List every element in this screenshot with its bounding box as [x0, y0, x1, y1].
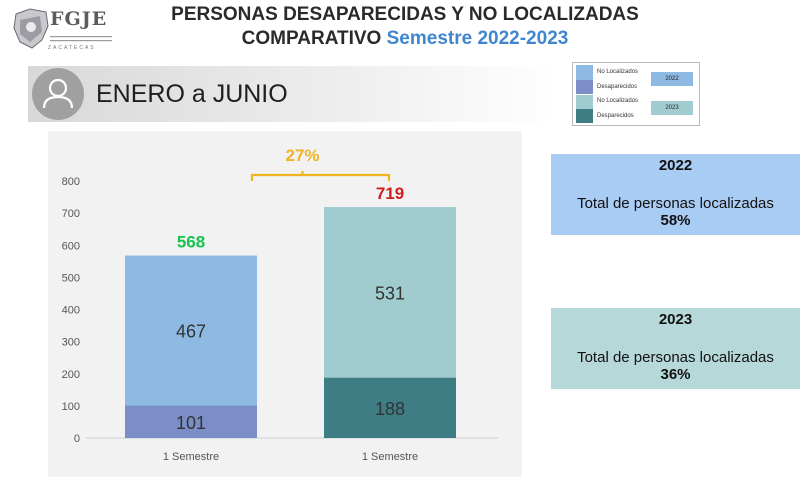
- bar-segment: [324, 207, 456, 378]
- fgje-logo: FGJE ZACATECAS: [8, 4, 116, 56]
- legend-label: Desaparecidos: [597, 84, 638, 90]
- section-banner: [28, 66, 558, 122]
- legend-swatch-2022-no-localizados: [576, 65, 593, 80]
- y-tick-label: 600: [62, 240, 80, 252]
- bar-segment: [125, 405, 257, 438]
- legend-label: Desparecidos: [597, 113, 634, 119]
- y-tick-label: 200: [62, 369, 80, 381]
- y-tick-label: 100: [62, 401, 80, 413]
- summary-card-2023: 2023 Total de personas localizadas 36%: [551, 308, 800, 389]
- bar-segment: [125, 255, 257, 406]
- data-label: 531: [375, 283, 405, 303]
- data-label: 101: [176, 413, 206, 433]
- total-label: 719: [376, 184, 404, 203]
- legend-year-2022: 2022: [651, 72, 693, 86]
- legend-swatch-2023-desparecidos: [576, 109, 593, 123]
- y-tick-label: 300: [62, 337, 80, 349]
- y-tick-label: 700: [62, 208, 80, 220]
- data-label: 188: [375, 399, 405, 419]
- section-label: ENERO a JUNIO: [96, 80, 288, 108]
- category-label: 1 Semestre: [163, 451, 219, 463]
- legend-year-2023: 2023: [651, 101, 693, 115]
- change-label: 27%: [285, 146, 319, 165]
- title-line-2-prefix: COMPARATIVO: [241, 28, 382, 49]
- seal-icon: [13, 8, 49, 49]
- title-line-2-accent: Semestre 2022-2023: [386, 28, 569, 49]
- card-percent: 58%: [660, 212, 691, 229]
- legend-label: No Localizados: [597, 98, 639, 104]
- y-tick-label: 400: [62, 305, 80, 317]
- person-icon: [32, 68, 84, 120]
- title-line-2: COMPARATIVO Semestre 2022-2023: [120, 27, 690, 51]
- card-year: 2022: [658, 157, 693, 174]
- legend-swatch-2023-no-localizados: [576, 95, 593, 109]
- stacked-bar-chart: 0 100 200 300 400 500 600 700 800 101 467 568 1 Seme…: [48, 131, 522, 477]
- logo-text: FGJE: [50, 8, 108, 30]
- legend-label: No Localizados: [597, 69, 639, 75]
- logo-subtitle: ZACATECAS: [48, 45, 96, 51]
- y-tick-label: 500: [62, 272, 80, 284]
- change-bracket: [250, 171, 391, 181]
- card-percent: 36%: [660, 366, 691, 383]
- y-tick-label: 0: [74, 433, 80, 445]
- summary-card-2022: 2022 Total de personas localizadas 58%: [551, 154, 800, 235]
- title-line-1: PERSONAS DESAPARECIDAS Y NO LOCALIZADAS: [171, 4, 639, 25]
- total-label: 568: [177, 233, 205, 252]
- chart-svg: 0 100 200 300 400 500 600 700 800 101 467 568 1 Seme…: [62, 146, 498, 463]
- page-title: PERSONAS DESAPARECIDAS Y NO LOCALIZADAS …: [120, 3, 690, 51]
- card-label: Total de personas localizadas: [577, 349, 774, 366]
- bar-segment: [324, 377, 456, 438]
- legend-swatch-2022-desaparecidos: [576, 80, 593, 94]
- card-year: 2023: [658, 311, 693, 328]
- category-label: 1 Semestre: [362, 451, 418, 463]
- logo-lines: [50, 36, 112, 42]
- card-label: Total de personas localizadas: [577, 195, 774, 212]
- y-tick-label: 800: [62, 176, 80, 188]
- data-label: 467: [176, 322, 206, 342]
- legend: No Localizados Desaparecidos 2022 No Loc…: [572, 62, 700, 126]
